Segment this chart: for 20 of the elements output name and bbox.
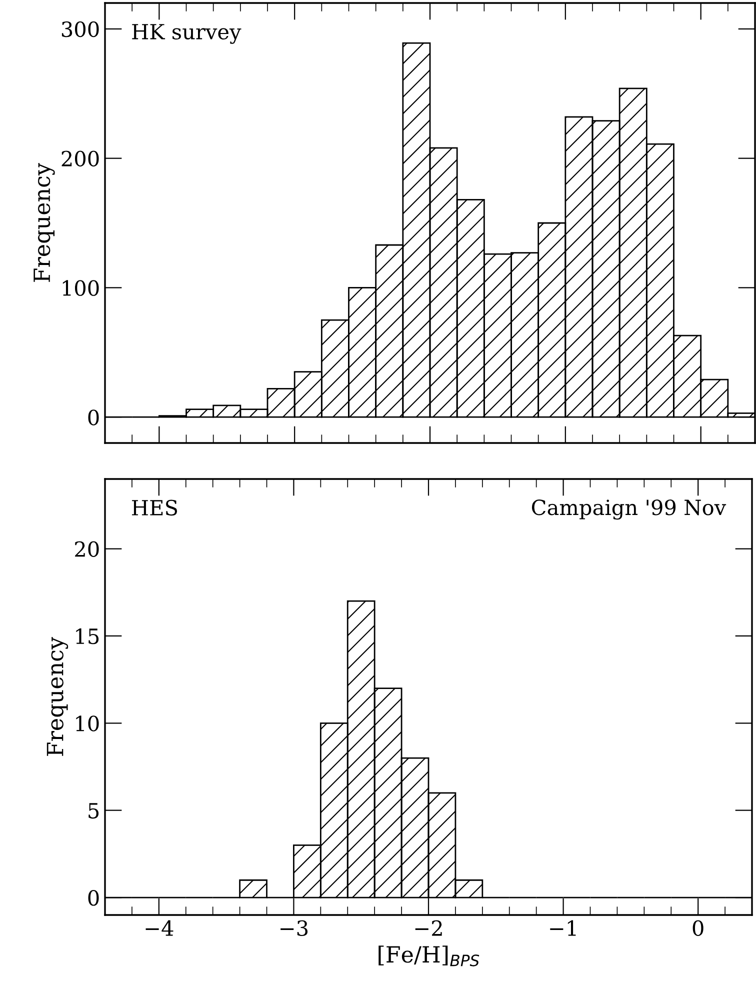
y-tick-label: 100 bbox=[62, 280, 99, 296]
y-tick-label: 5 bbox=[88, 803, 99, 819]
y-axis-title: Frequency bbox=[46, 636, 68, 756]
y-tick-label: 200 bbox=[62, 150, 99, 167]
y-tick-label: 20 bbox=[75, 541, 99, 557]
annotation: Campaign '99 Nov bbox=[532, 500, 726, 520]
y-tick-label: 15 bbox=[76, 628, 99, 644]
x-tick-label: 0 bbox=[692, 920, 704, 936]
annotation: HK survey bbox=[132, 24, 242, 44]
y-tick-label: 300 bbox=[62, 21, 99, 38]
x-tick-label: −1 bbox=[550, 920, 576, 936]
annotation: HES bbox=[132, 500, 178, 516]
y-tick-label: 10 bbox=[76, 716, 99, 732]
x-tick-label: −4 bbox=[146, 920, 174, 936]
x-tick-label: −3 bbox=[280, 920, 308, 936]
x-tick-label: −2 bbox=[415, 920, 442, 936]
x-axis-title: [Fe/H]$_{BPS}$ bbox=[378, 946, 480, 966]
y-tick-label: 0 bbox=[88, 410, 99, 426]
y-tick-label: 0 bbox=[88, 890, 99, 906]
y-axis-title: Frequency bbox=[34, 162, 55, 282]
